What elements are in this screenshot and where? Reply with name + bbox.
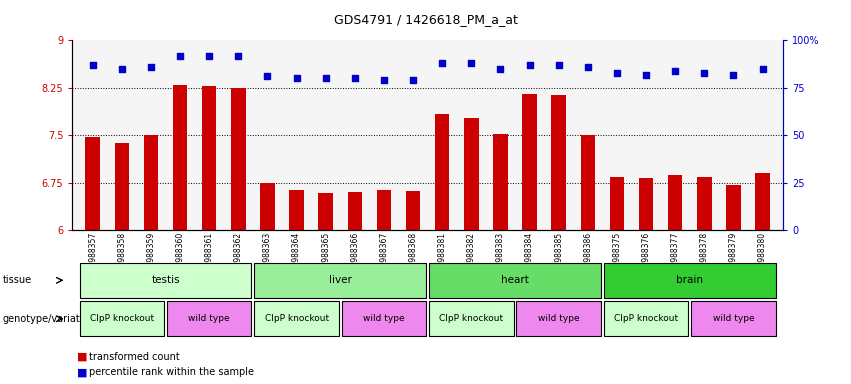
Text: genotype/variation: genotype/variation bbox=[3, 314, 95, 324]
Bar bbox=[202, 86, 216, 230]
Point bbox=[727, 71, 740, 78]
Point bbox=[174, 53, 187, 59]
Point bbox=[231, 53, 245, 59]
Point bbox=[144, 64, 157, 70]
Text: wild type: wild type bbox=[538, 314, 580, 323]
Bar bbox=[85, 137, 100, 230]
Bar bbox=[260, 183, 275, 230]
Point bbox=[348, 75, 362, 81]
Text: ■: ■ bbox=[77, 367, 87, 377]
Bar bbox=[406, 191, 420, 230]
Bar bbox=[697, 177, 711, 230]
Point bbox=[377, 77, 391, 83]
Text: tissue: tissue bbox=[3, 275, 31, 285]
Bar bbox=[609, 177, 624, 230]
Bar bbox=[289, 190, 304, 230]
Point bbox=[610, 70, 624, 76]
Point bbox=[756, 66, 769, 72]
Bar bbox=[115, 143, 129, 230]
Bar bbox=[755, 174, 770, 230]
Text: testis: testis bbox=[151, 275, 180, 285]
Point bbox=[260, 73, 274, 79]
Text: GDS4791 / 1426618_PM_a_at: GDS4791 / 1426618_PM_a_at bbox=[334, 13, 517, 26]
Bar bbox=[523, 94, 537, 230]
Bar bbox=[318, 193, 333, 230]
Point bbox=[639, 71, 653, 78]
Bar bbox=[551, 96, 566, 230]
Text: transformed count: transformed count bbox=[89, 352, 180, 362]
Bar bbox=[464, 118, 478, 230]
Text: ClpP knockout: ClpP knockout bbox=[614, 314, 678, 323]
Text: ■: ■ bbox=[77, 352, 87, 362]
Point bbox=[290, 75, 304, 81]
Bar bbox=[580, 136, 595, 230]
Text: ClpP knockout: ClpP knockout bbox=[439, 314, 504, 323]
Point bbox=[551, 62, 565, 68]
Bar bbox=[493, 134, 508, 230]
Bar bbox=[144, 136, 158, 230]
Point bbox=[698, 70, 711, 76]
Bar bbox=[639, 178, 654, 230]
Text: liver: liver bbox=[328, 275, 351, 285]
Bar bbox=[668, 175, 683, 230]
Text: wild type: wild type bbox=[188, 314, 230, 323]
Text: wild type: wild type bbox=[712, 314, 754, 323]
Point bbox=[436, 60, 449, 66]
Bar bbox=[231, 88, 246, 230]
Bar bbox=[347, 192, 363, 230]
Bar bbox=[726, 185, 740, 230]
Text: wild type: wild type bbox=[363, 314, 405, 323]
Point bbox=[406, 77, 420, 83]
Point bbox=[319, 75, 333, 81]
Bar bbox=[435, 114, 449, 230]
Point bbox=[115, 66, 129, 72]
Point bbox=[203, 53, 216, 59]
Point bbox=[494, 66, 507, 72]
Text: brain: brain bbox=[677, 275, 703, 285]
Text: heart: heart bbox=[501, 275, 529, 285]
Point bbox=[668, 68, 682, 74]
Point bbox=[581, 64, 595, 70]
Bar bbox=[377, 190, 391, 230]
Bar bbox=[173, 85, 187, 230]
Text: ClpP knockout: ClpP knockout bbox=[89, 314, 154, 323]
Point bbox=[465, 60, 478, 66]
Text: ClpP knockout: ClpP knockout bbox=[265, 314, 328, 323]
Point bbox=[86, 62, 100, 68]
Point bbox=[523, 62, 536, 68]
Text: percentile rank within the sample: percentile rank within the sample bbox=[89, 367, 254, 377]
